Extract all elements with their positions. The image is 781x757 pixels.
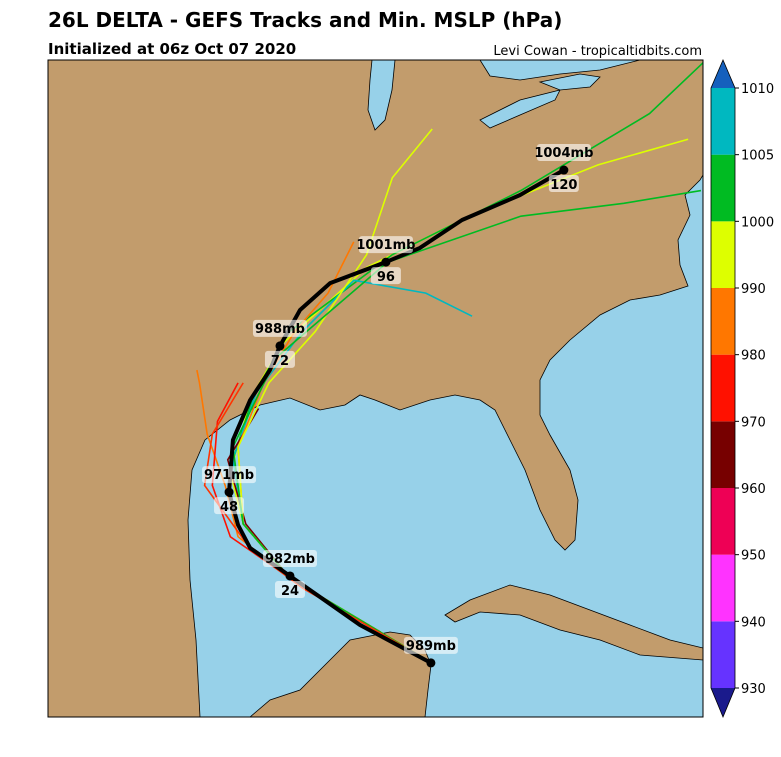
- colorbar-extend: [711, 60, 735, 88]
- lake: [367, 60, 396, 131]
- colorbar-label: 940: [741, 615, 766, 630]
- track-point: [224, 487, 234, 497]
- colorbar-label: 980: [741, 349, 766, 364]
- hour-label: 24: [281, 584, 299, 599]
- colorbar-bin: [711, 421, 735, 488]
- hour-label: 120: [550, 178, 577, 193]
- label-bg: [548, 175, 579, 193]
- label-bg: [274, 580, 305, 598]
- lake: [479, 89, 561, 129]
- lake: [479, 60, 641, 81]
- label-bg: [403, 636, 458, 654]
- colorbar-label: 930: [741, 682, 766, 697]
- colorbar: 930 940 950 960 970 980 990 1000 1005 1010: [710, 58, 774, 719]
- label-bg: [370, 267, 401, 285]
- label-bg: [262, 549, 317, 567]
- colorbar-label: 950: [741, 549, 766, 564]
- colorbar-bin: [711, 88, 735, 155]
- colorbar-label: 990: [741, 282, 766, 297]
- colorbar-bin: [711, 621, 735, 688]
- map: 989mb 982mb 24 971mb 48 988mb 72 1001mb 96 1004mb…: [48, 60, 703, 717]
- track-point: [275, 341, 285, 351]
- colorbar-extend: [711, 688, 735, 717]
- colorbar-label: 970: [741, 415, 766, 430]
- cuba: [444, 584, 703, 661]
- pressure-label: 1001mb: [356, 238, 415, 253]
- label-bg: [358, 236, 413, 254]
- label-bg: [214, 497, 245, 515]
- pressure-label: 982mb: [265, 552, 315, 567]
- colorbar-bin: [711, 354, 735, 422]
- track-point: [559, 165, 569, 175]
- colorbar-bin: [711, 488, 735, 555]
- label-bg: [202, 466, 257, 484]
- pressure-label: 1004mb: [534, 146, 593, 161]
- pressure-label: 971mb: [204, 468, 254, 483]
- hour-label: 72: [271, 354, 289, 369]
- track-point: [285, 571, 295, 581]
- colorbar-bin: [711, 221, 735, 288]
- label-bg: [264, 350, 295, 368]
- title: 26L DELTA - GEFS Tracks and Min. MSLP (h…: [48, 8, 562, 32]
- track-point: [381, 257, 391, 267]
- label-bg: [536, 144, 591, 162]
- credit: Levi Cowan - tropicaltidbits.com: [493, 44, 702, 59]
- colorbar-label: 1005: [741, 149, 774, 164]
- colorbar-bin: [711, 288, 735, 355]
- lake: [538, 73, 601, 91]
- ocean: [187, 174, 703, 717]
- track-point: [426, 658, 436, 668]
- pressure-label: 988mb: [255, 322, 305, 337]
- pressure-label: 989mb: [406, 639, 456, 654]
- colorbar-bin: [711, 554, 735, 622]
- hour-label: 48: [220, 500, 238, 515]
- colorbar-label: 960: [741, 482, 766, 497]
- label-bg: [252, 319, 307, 337]
- mean-track: 989mb 982mb 24 971mb 48 988mb 72 1001mb 96 1004mb…: [202, 144, 593, 668]
- colorbar-label: 1010: [741, 82, 774, 97]
- colorbar-bin: [711, 154, 735, 222]
- subtitle: Initialized at 06z Oct 07 2020: [48, 40, 296, 58]
- colorbar-label: 1000: [741, 215, 774, 230]
- hour-label: 96: [377, 270, 395, 285]
- yucatan: [249, 631, 432, 717]
- frame: [47, 59, 704, 718]
